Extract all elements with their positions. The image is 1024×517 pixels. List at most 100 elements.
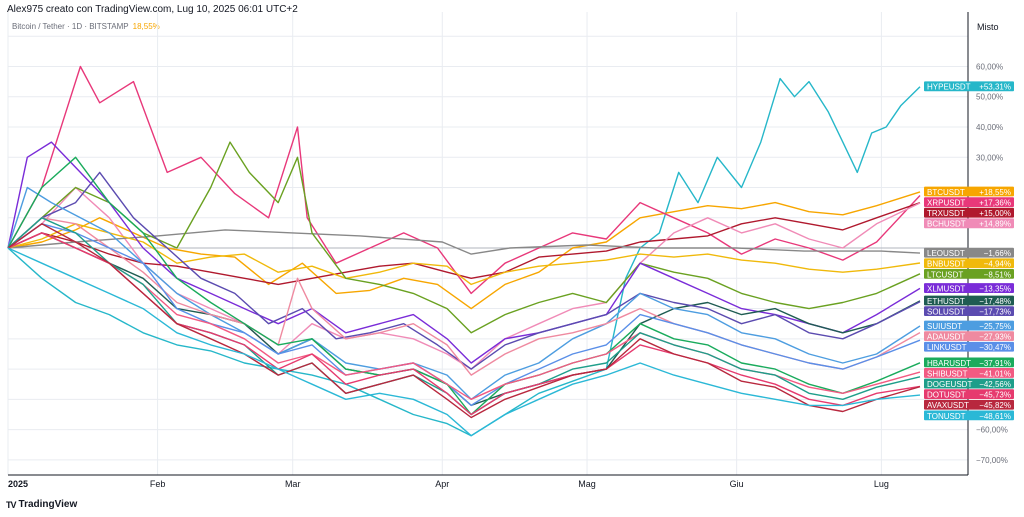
- series-line-suiusdt[interactable]: [7, 186, 921, 400]
- series-line-xlmusdt[interactable]: [7, 141, 921, 364]
- series-label-name: ETHUSDT: [927, 297, 965, 306]
- series-label-name: BCHUSDT: [927, 220, 966, 229]
- series-labels: HYPEUSDT +53,31% BTCUSDT +18,55% XRPUSDT +17,…: [924, 81, 1014, 421]
- series-label-bnbusdt[interactable]: BNBUSDT −4,94%: [924, 258, 1014, 269]
- y-axis: 60,00% 50,00% 40,00% 30,00% −60,00% −70,00%: [976, 62, 1008, 464]
- series-line-dotusdt[interactable]: [7, 232, 921, 416]
- series-label-linkusdt[interactable]: LINKUSDT −30,47%: [924, 341, 1014, 352]
- series-label-shibusdt[interactable]: SHIBUSDT −41,01%: [924, 368, 1014, 378]
- series-label-name: SHIBUSDT: [927, 369, 968, 378]
- series-label-solusdt[interactable]: SOLUSDT −17,73%: [924, 306, 1014, 317]
- series-line-solusdt[interactable]: [7, 171, 921, 370]
- series-label-bg: [924, 81, 1014, 92]
- series-line-leousdt[interactable]: [7, 229, 921, 255]
- symbol-info: Bitcoin / Tether · 1D · BITSTAMP 18,55%: [12, 22, 160, 31]
- y-tick-label: 50,00%: [976, 93, 1003, 102]
- series-label-bg: [924, 389, 1014, 400]
- series-label-value: +53,31%: [979, 83, 1011, 92]
- series-line-ltcusdt[interactable]: [7, 141, 921, 334]
- tradingview-logo[interactable]: TV TradingView: [6, 499, 77, 510]
- series-line-hbarusdt[interactable]: [7, 156, 921, 416]
- series-label-value: −4,94%: [984, 260, 1011, 269]
- series-label-trxusdt[interactable]: TRXUSDT +15,00%: [924, 207, 1014, 218]
- series-label-bg: [924, 247, 1014, 258]
- series-label-tonusdt[interactable]: TONUSDT −48,61%: [924, 410, 1014, 421]
- series-label-xlmusdt[interactable]: XLMUSDT −13,35%: [924, 283, 1014, 293]
- x-tick-label: Mag: [578, 479, 596, 489]
- series-label-avaxusdt[interactable]: AVAXUSDT −45,82%: [924, 399, 1014, 410]
- series-label-bg: [924, 378, 1014, 389]
- series-label-btcusdt[interactable]: BTCUSDT +18,55%: [924, 186, 1014, 197]
- series-label-name: BTCUSDT: [927, 188, 965, 197]
- series-label-hypeusdt[interactable]: HYPEUSDT +53,31%: [924, 81, 1014, 92]
- series-line-xrpusdt[interactable]: [7, 65, 921, 295]
- series-label-name: TONUSDT: [927, 412, 966, 421]
- series-label-dotusdt[interactable]: DOTUSDT −45,73%: [924, 389, 1014, 400]
- x-tick-label: Feb: [150, 479, 166, 489]
- series-label-xrpusdt[interactable]: XRPUSDT +17,36%: [924, 197, 1014, 208]
- series-label-name: HBARUSDT: [927, 359, 971, 368]
- series-label-name: SOLUSDT: [927, 308, 965, 317]
- price-scale-mode[interactable]: Misto: [977, 22, 999, 32]
- x-tick-label: Lug: [874, 479, 889, 489]
- series-label-name: XLMUSDT: [927, 284, 965, 293]
- series-label-name: SUIUSDT: [927, 322, 962, 331]
- series-label-value: −45,82%: [979, 401, 1011, 410]
- series-label-value: −42,56%: [979, 380, 1011, 389]
- series-line-btcusdt[interactable]: [7, 191, 921, 310]
- series-label-bg: [924, 306, 1014, 317]
- series-label-value: +17,36%: [979, 199, 1011, 208]
- x-tick-label: Apr: [435, 479, 449, 489]
- y-tick-label: −70,00%: [976, 456, 1008, 465]
- y-tick-label: 60,00%: [976, 62, 1003, 71]
- x-tick-label: 2025: [8, 479, 28, 489]
- series-label-bg: [924, 207, 1014, 218]
- symbol-change: 18,55%: [132, 22, 160, 31]
- y-tick-label: 30,00%: [976, 153, 1003, 162]
- series-label-hbarusdt[interactable]: HBARUSDT −37,91%: [924, 357, 1014, 368]
- series-line-tonusdt[interactable]: [7, 247, 921, 437]
- series-label-value: −30,47%: [979, 343, 1011, 352]
- series-label-bg: [924, 320, 1014, 331]
- series-label-bg: [924, 258, 1014, 269]
- chart-attribution: Alex975 creato con TradingView.com, Lug …: [7, 4, 298, 15]
- series-label-bchusdt[interactable]: BCHUSDT +14,89%: [924, 218, 1014, 229]
- series-label-bg: [924, 218, 1014, 229]
- series-label-value: −13,35%: [979, 284, 1011, 293]
- tradingview-icon: TV: [6, 499, 16, 510]
- series-label-bg: [924, 331, 1014, 342]
- series-label-name: AVAXUSDT: [927, 401, 969, 410]
- brand-name: TradingView: [18, 499, 78, 510]
- series-label-dogeusdt[interactable]: DOGEUSDT −42,56%: [924, 378, 1014, 389]
- series-label-value: +15,00%: [979, 209, 1011, 218]
- series-line-bnbusdt[interactable]: [7, 223, 921, 286]
- series-label-value: −37,91%: [979, 359, 1011, 368]
- series-label-value: +14,89%: [979, 220, 1011, 229]
- series-line-hypeusdt[interactable]: [7, 77, 921, 437]
- series-label-name: ADAUSDT: [927, 333, 965, 342]
- series-label-adausdt[interactable]: ADAUSDT −27,93%: [924, 331, 1014, 342]
- series-label-ltcusdt[interactable]: LTCUSDT −8,51%: [924, 268, 1014, 279]
- series-label-name: LEOUSDT: [927, 249, 965, 258]
- series-label-value: −48,61%: [979, 412, 1011, 421]
- y-tick-label: −60,00%: [976, 426, 1008, 435]
- y-tick-label: 40,00%: [976, 123, 1003, 132]
- series-label-name: LINKUSDT: [927, 343, 967, 352]
- series-label-suiusdt[interactable]: SUIUSDT −25,75%: [924, 320, 1014, 331]
- series-label-ethusdt[interactable]: ETHUSDT −17,48%: [924, 295, 1014, 306]
- series-label-name: BNBUSDT: [927, 260, 965, 269]
- series-label-value: −17,73%: [979, 308, 1011, 317]
- series-label-bg: [924, 368, 1014, 378]
- series-label-name: TRXUSDT: [927, 209, 965, 218]
- x-tick-label: Giu: [730, 479, 744, 489]
- series-label-value: −8,51%: [984, 270, 1011, 279]
- series-lines: [7, 65, 921, 437]
- series-label-bg: [924, 357, 1014, 368]
- series-label-leousdt[interactable]: LEOUSDT −1,66%: [924, 247, 1014, 258]
- series-label-value: −41,01%: [979, 369, 1011, 378]
- series-line-avaxusdt[interactable]: [7, 223, 921, 419]
- series-label-bg: [924, 341, 1014, 352]
- series-line-linkusdt[interactable]: [7, 223, 921, 407]
- series-label-value: +18,55%: [979, 188, 1011, 197]
